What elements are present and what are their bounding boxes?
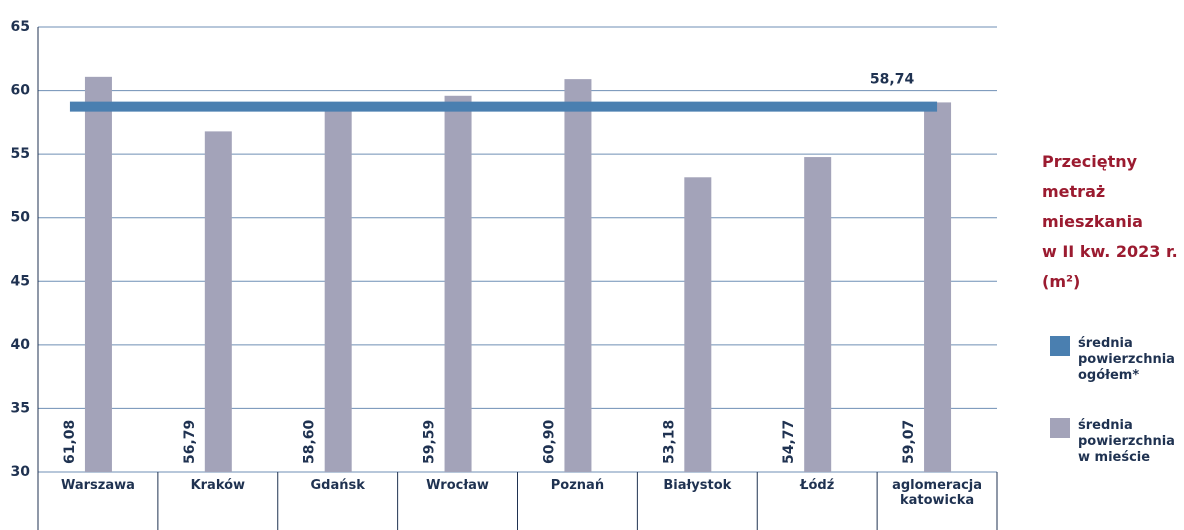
value-label: 59,59: [422, 420, 438, 464]
legend-entry: średnia powierzchnia w mieście: [1050, 418, 1178, 466]
bar: [204, 131, 232, 473]
y-tick-label: 65: [11, 19, 30, 35]
legend-entry: średnia powierzchnia ogółem*: [1050, 336, 1178, 384]
title-line: mieszkania: [1042, 212, 1143, 231]
bar: [924, 102, 952, 472]
y-tick-label: 55: [11, 146, 30, 162]
chart-title: Przeciętny metraż mieszkania w II kw. 2023 …: [1042, 147, 1178, 297]
x-tick-label: Kraków: [190, 478, 246, 493]
y-tick-label: 60: [11, 83, 31, 99]
title-line: (m²): [1042, 272, 1081, 291]
x-tick-label: aglomeracja katowicka: [892, 478, 983, 508]
value-label: 60,90: [541, 419, 557, 464]
bar: [684, 177, 712, 473]
legend-swatch: [1050, 418, 1070, 438]
value-label: 59,07: [901, 420, 917, 464]
bar: [564, 79, 592, 472]
y-tick-label: 30: [11, 464, 31, 480]
legend-label: średnia powierzchnia w mieście: [1078, 418, 1175, 465]
legend-label: średnia powierzchnia ogółem*: [1078, 336, 1175, 383]
value-label: 58,60: [302, 419, 318, 464]
x-tick-label: Poznań: [550, 478, 605, 493]
y-tick-label: 35: [11, 400, 30, 416]
value-label: 54,77: [781, 420, 797, 464]
x-tick-label: Wrocław: [426, 478, 489, 493]
value-label: 61,08: [62, 420, 78, 464]
value-label: 58,74: [870, 72, 915, 88]
bar: [804, 157, 832, 472]
title-line: Przeciętny: [1042, 152, 1138, 171]
chart: 30 35 40 45 50 55 60 65 61,08 56,79 58,60 59,59 60,9…: [11, 19, 998, 530]
bar: [84, 76, 112, 472]
x-tick-label: Gdańsk: [310, 478, 365, 493]
bar: [444, 95, 472, 472]
title-line: metraż: [1042, 182, 1106, 201]
title-line: w II kw. 2023 r.: [1042, 242, 1178, 261]
value-label: 56,79: [182, 420, 198, 464]
bar: [324, 108, 352, 472]
x-tick-label: Warszawa: [60, 478, 135, 493]
y-tick-label: 40: [11, 337, 31, 353]
y-tick-label: 50: [11, 210, 31, 226]
value-label: 53,18: [661, 420, 677, 464]
y-tick-label: 45: [11, 273, 30, 289]
x-tick-label: Białystok: [663, 478, 732, 493]
x-tick-label: Łódź: [800, 478, 835, 493]
legend-swatch: [1050, 336, 1070, 356]
